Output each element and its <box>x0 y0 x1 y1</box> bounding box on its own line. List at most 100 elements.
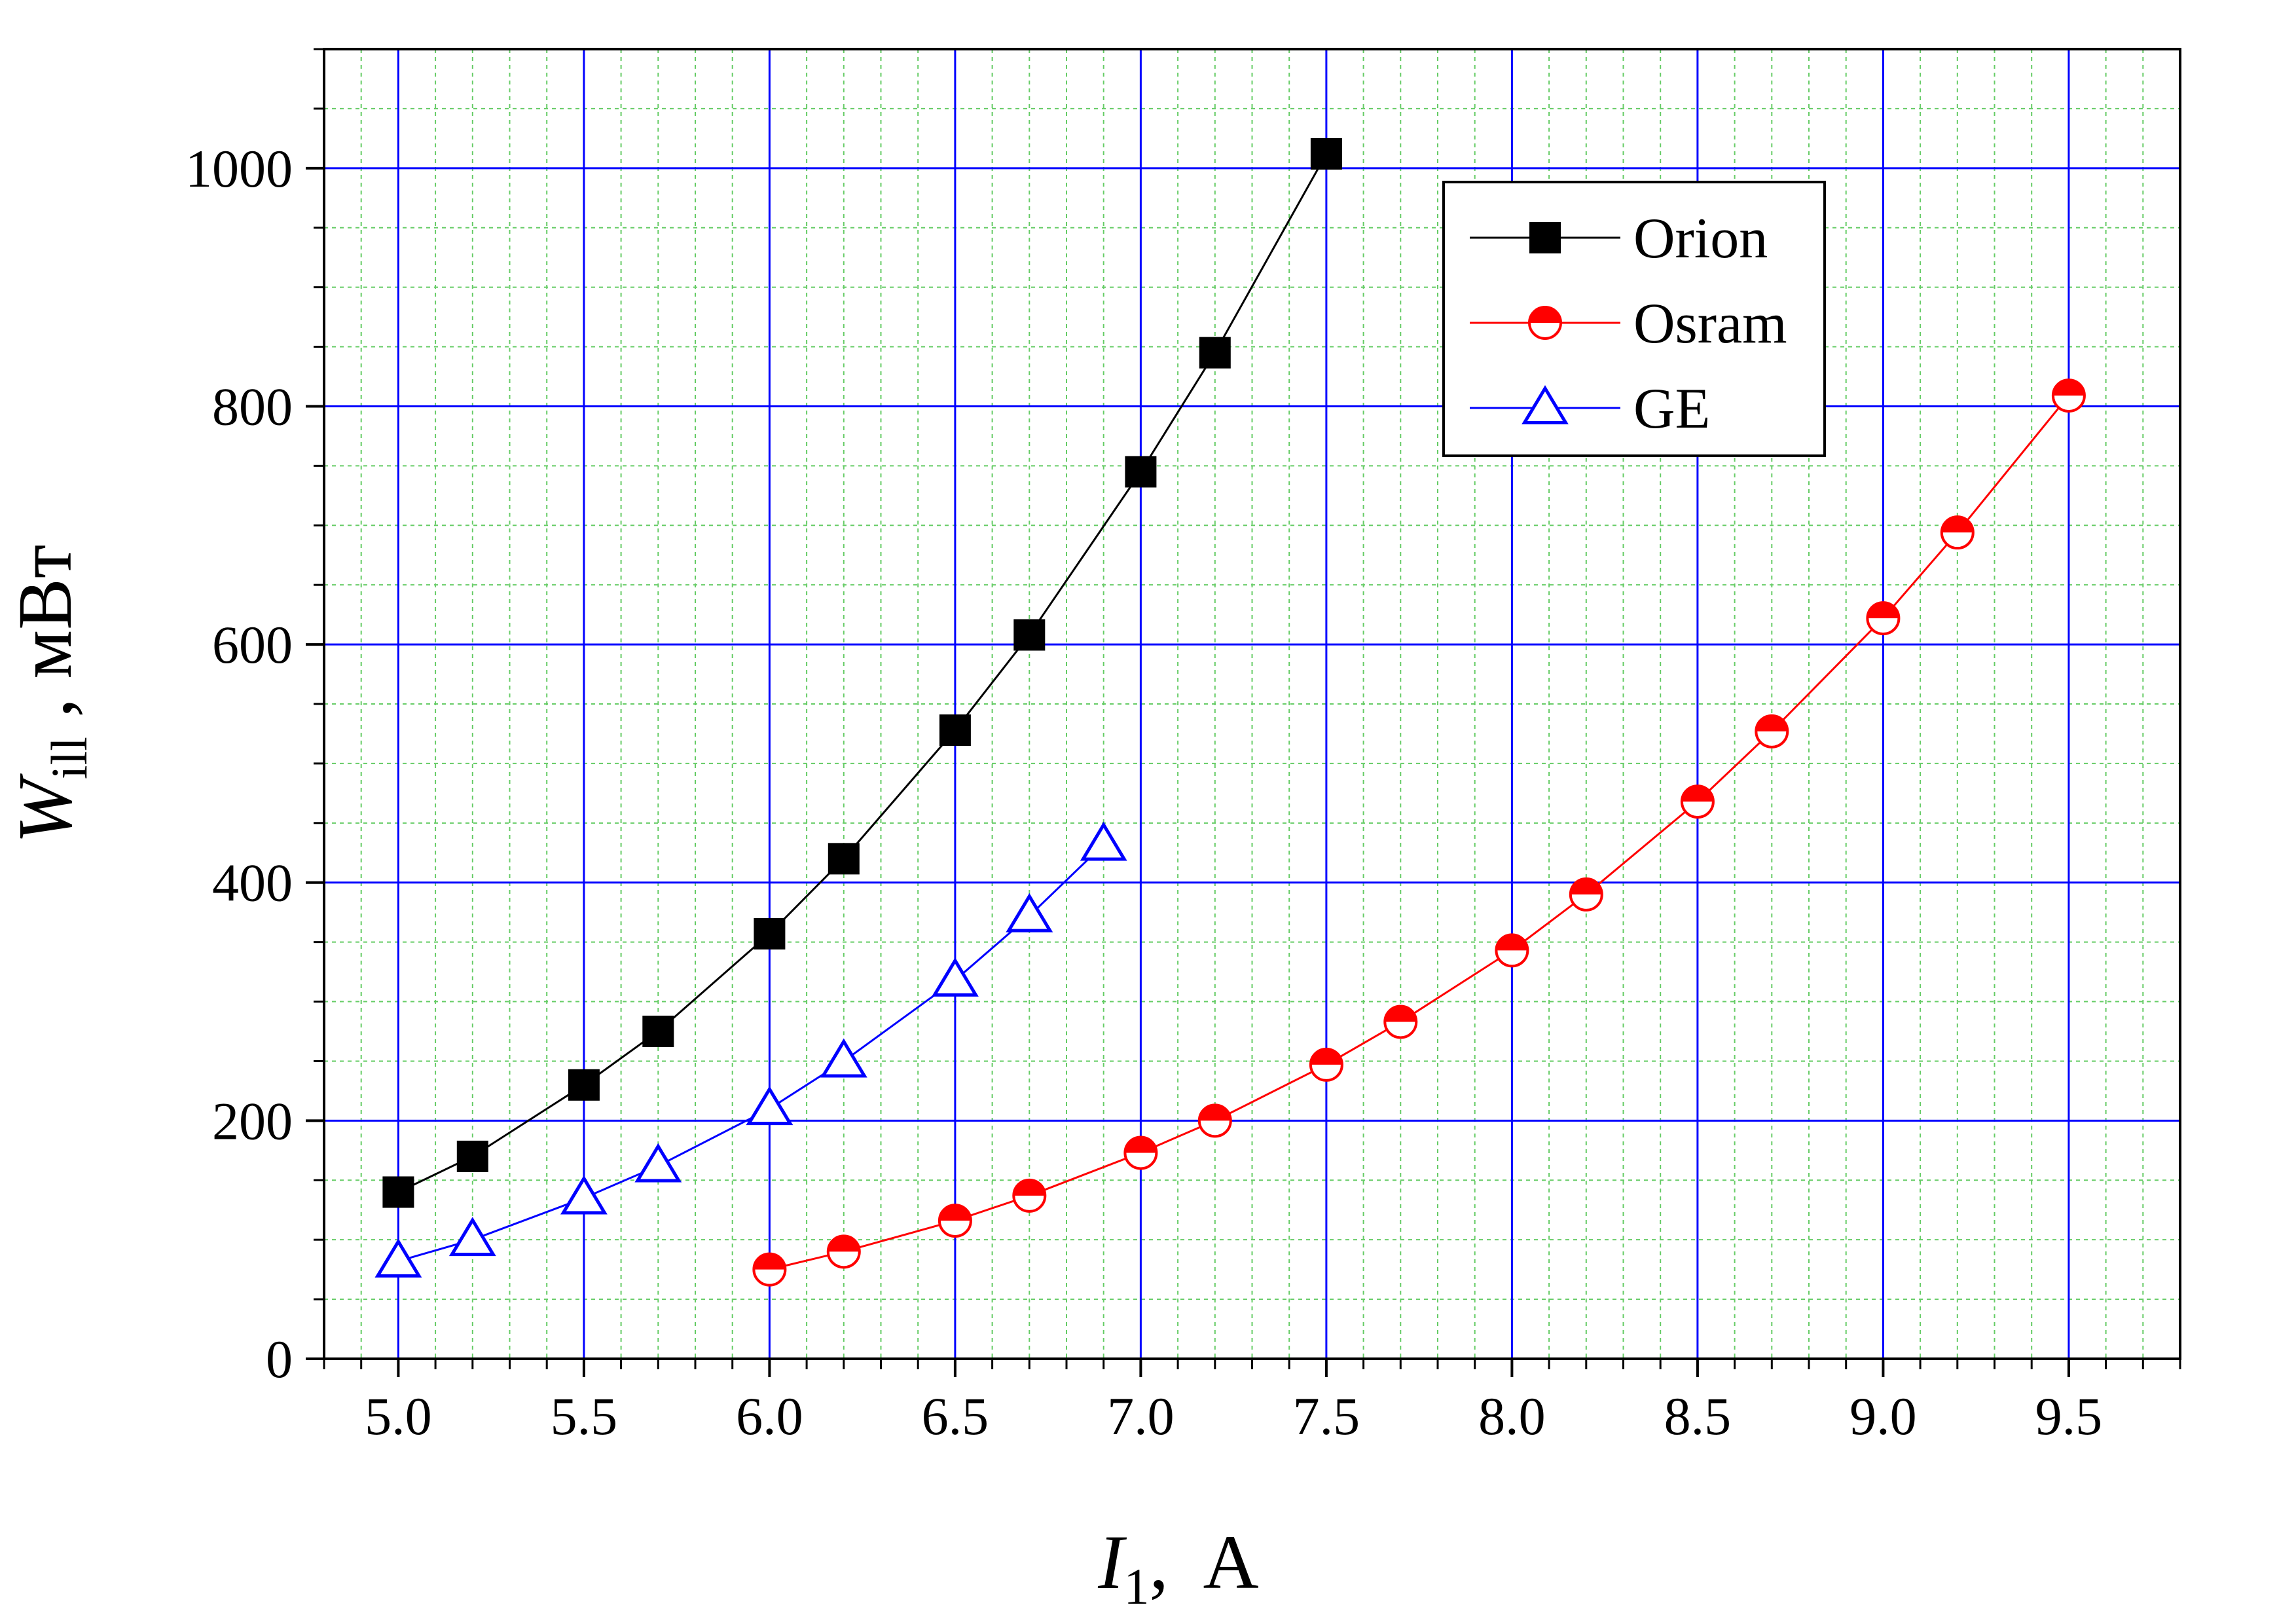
circle-marker-half <box>1529 307 1561 323</box>
data-point <box>448 1217 496 1257</box>
legend-marker <box>1529 222 1561 253</box>
series-line <box>769 395 2070 1271</box>
legend: Orion Osram GE <box>1442 181 1826 457</box>
x-tick-label: 5.5 <box>551 1386 618 1446</box>
legend-marker <box>1522 385 1569 424</box>
data-point <box>820 1038 867 1078</box>
circle-marker-half <box>1867 602 1899 619</box>
data-point <box>938 1204 972 1238</box>
y-axis-label: Will , мВт <box>2 545 98 844</box>
triangle-marker <box>1080 821 1127 861</box>
circle-marker-ring <box>1940 515 1975 550</box>
legend-label: Orion <box>1633 207 1768 270</box>
data-point <box>634 1143 682 1183</box>
legend-label: GE <box>1633 377 1710 441</box>
data-point <box>1755 714 1789 748</box>
circle-marker-half <box>754 1253 786 1270</box>
legend-item-ge: GE <box>1470 377 1710 441</box>
circle-marker-half <box>1199 1105 1231 1121</box>
circle-marker-ring <box>938 1204 972 1238</box>
y-axis-subscript: ill <box>41 737 98 779</box>
data-point <box>1012 1178 1047 1213</box>
triangle-marker <box>1006 893 1053 932</box>
data-point <box>1309 1047 1343 1082</box>
data-point <box>1569 877 1603 912</box>
x-tick-label: 6.0 <box>736 1386 803 1446</box>
circle-marker-half <box>1496 934 1528 951</box>
data-point <box>939 714 971 746</box>
data-point <box>1680 784 1715 819</box>
square-marker <box>456 1140 488 1172</box>
triangle-marker <box>746 1086 793 1126</box>
data-point <box>931 957 979 997</box>
circle-marker-ring <box>826 1234 861 1269</box>
square-marker <box>1529 222 1561 253</box>
square-marker <box>382 1176 414 1208</box>
data-point <box>1940 515 1975 550</box>
data-point <box>1495 933 1529 968</box>
data-point <box>1013 619 1046 651</box>
data-point <box>374 1238 422 1278</box>
x-tick-label: 7.5 <box>1293 1386 1360 1446</box>
data-point <box>1080 821 1127 861</box>
data-point <box>560 1175 608 1215</box>
series-orion <box>382 138 1342 1208</box>
circle-marker-ring <box>1866 601 1901 636</box>
legend-item-orion: Orion <box>1470 207 1768 270</box>
data-point <box>828 843 860 875</box>
circle-marker-ring <box>1680 784 1715 819</box>
circle-marker-ring <box>1012 1178 1047 1213</box>
square-marker <box>642 1016 674 1047</box>
data-point <box>1199 337 1231 369</box>
minor-grid <box>323 48 2181 1359</box>
legend-marker <box>1528 306 1562 340</box>
y-tick-label: 0 <box>266 1329 293 1389</box>
axis-ticks <box>306 48 2181 1377</box>
triangle-marker <box>931 957 979 997</box>
circle-marker-half <box>1941 517 1973 533</box>
x-axis-label: I1, A <box>1097 1519 1259 1615</box>
square-marker <box>1199 337 1231 369</box>
x-tick-label: 7.0 <box>1107 1386 1175 1446</box>
series-ge <box>374 821 1127 1278</box>
y-tick-label: 800 <box>212 377 293 436</box>
data-point <box>754 917 786 950</box>
y-tick-label: 400 <box>212 853 293 913</box>
triangle-marker <box>634 1143 682 1183</box>
data-point <box>746 1086 793 1126</box>
series-layer <box>374 138 2086 1287</box>
square-marker <box>1310 138 1342 170</box>
x-axis-symbol: I <box>1097 1519 1127 1605</box>
data-point <box>1123 1135 1158 1170</box>
circle-marker-ring <box>752 1252 787 1287</box>
circle-marker-half <box>1013 1179 1046 1196</box>
circle-marker-half <box>1681 786 1713 802</box>
square-marker <box>939 714 971 746</box>
data-point <box>1866 601 1901 636</box>
square-marker <box>1125 456 1157 488</box>
y-axis-symbol: W <box>2 773 88 843</box>
x-tick-label: 9.0 <box>1850 1386 1917 1446</box>
circle-marker-half <box>1310 1048 1342 1065</box>
data-point <box>752 1252 787 1287</box>
y-tick-label: 200 <box>212 1091 293 1151</box>
series-line <box>397 153 1328 1193</box>
data-point <box>1383 1005 1418 1039</box>
legend-box <box>1442 181 1826 457</box>
circle-marker-half <box>2052 380 2085 396</box>
circle-marker-ring <box>1123 1135 1158 1170</box>
circle-marker-half <box>1385 1006 1417 1022</box>
circle-marker-ring <box>1569 877 1603 912</box>
series-line <box>397 843 1104 1263</box>
data-point <box>1006 893 1053 932</box>
data-point <box>826 1234 861 1269</box>
triangle-marker <box>820 1038 867 1078</box>
circle-marker-ring <box>1528 306 1562 340</box>
x-tick-label: 5.0 <box>365 1386 432 1446</box>
data-point <box>382 1176 414 1208</box>
y-tick-label: 1000 <box>185 139 293 198</box>
y-axis-unit: , мВт <box>2 545 88 737</box>
square-marker <box>754 917 786 950</box>
triangle-marker <box>448 1217 496 1257</box>
x-tick-label: 6.5 <box>922 1386 989 1446</box>
